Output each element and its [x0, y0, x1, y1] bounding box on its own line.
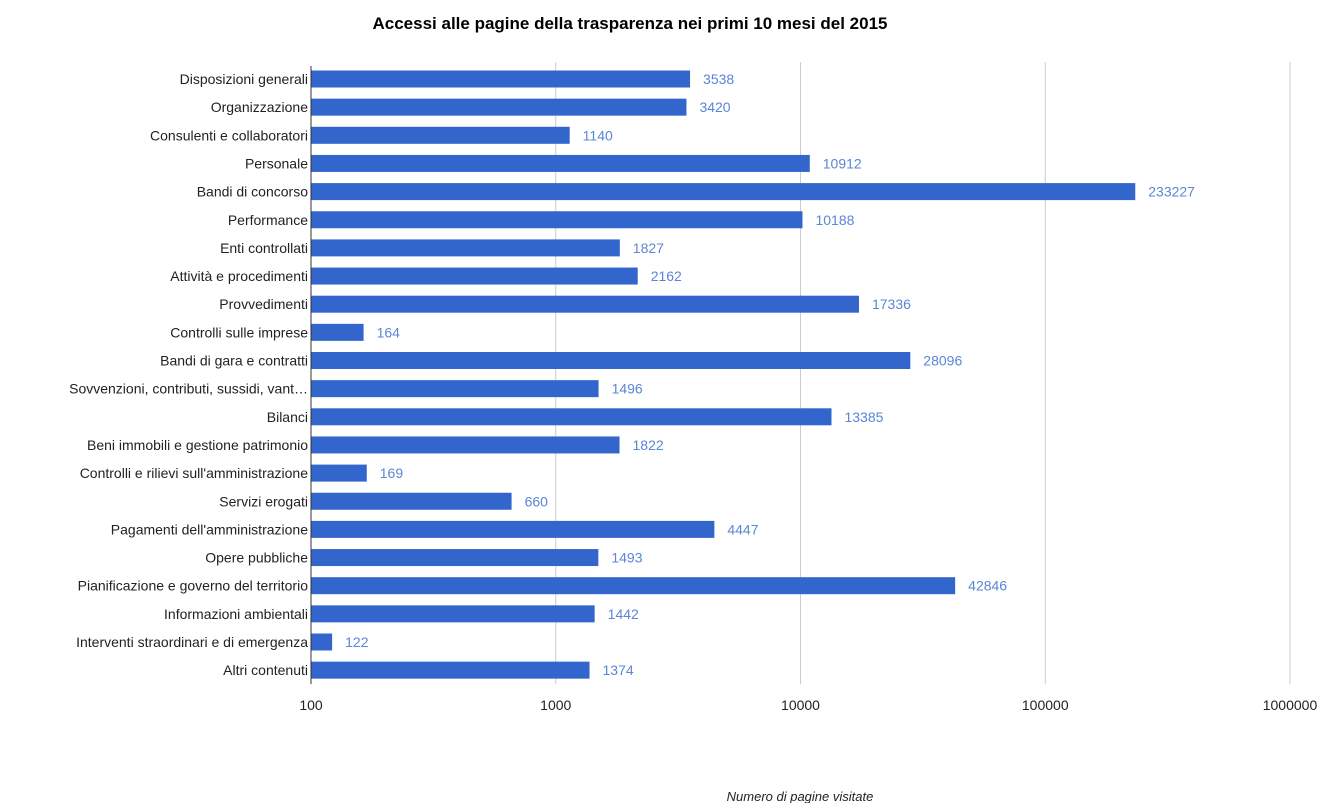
bar [311, 98, 687, 116]
category-label: Controlli sulle imprese [170, 324, 308, 340]
category-label: Pagamenti dell'amministrazione [111, 521, 308, 537]
value-label: 164 [377, 324, 401, 340]
category-label: Altri contenuti [223, 662, 308, 678]
value-label: 1140 [583, 127, 613, 143]
bar [311, 464, 367, 482]
value-label: 660 [525, 493, 549, 509]
category-label: Provvedimenti [219, 296, 308, 312]
x-tick-label: 100000 [1022, 697, 1069, 713]
value-label: 3538 [703, 71, 734, 87]
category-label: Enti controllati [220, 240, 308, 256]
value-label: 10188 [815, 212, 854, 228]
bar [311, 661, 590, 679]
category-label: Servizi erogati [219, 493, 308, 509]
bar [311, 380, 599, 398]
bar [311, 126, 570, 144]
bar [311, 267, 638, 285]
value-label: 2162 [651, 268, 682, 284]
bar [311, 605, 595, 623]
value-label: 1822 [633, 437, 664, 453]
category-label: Sovvenzioni, contributi, sussidi, vant… [69, 381, 308, 397]
bar [311, 239, 620, 257]
x-axis-ticks: 100 1000 10000 100000 1000000 [299, 697, 1317, 713]
value-label: 169 [380, 465, 404, 481]
bar [311, 295, 859, 313]
bar [311, 183, 1136, 201]
bar [311, 154, 810, 172]
category-label: Consulenti e collaboratori [150, 127, 308, 143]
bars [311, 70, 1136, 679]
bar [311, 549, 599, 567]
value-label: 10912 [823, 155, 862, 171]
x-axis-title: Numero di pagine visitate [727, 789, 874, 803]
value-label: 3420 [699, 99, 730, 115]
value-label: 28096 [923, 353, 962, 369]
value-label: 42846 [968, 578, 1007, 594]
value-label: 1496 [612, 381, 643, 397]
category-label: Performance [228, 212, 308, 228]
value-label: 233227 [1148, 184, 1195, 200]
value-labels: 3538 3420 1140 10912 233227 10188 1827 2162 1733… [345, 71, 1195, 678]
category-label: Informazioni ambientali [164, 606, 308, 622]
bar [311, 436, 620, 454]
category-label: Bandi di gara e contratti [160, 353, 308, 369]
value-label: 122 [345, 634, 369, 650]
category-label: Opere pubbliche [205, 550, 308, 566]
value-label: 1493 [611, 550, 642, 566]
bar [311, 577, 956, 595]
bar [311, 211, 803, 229]
category-label: Controlli e rilievi sull'amministrazione [80, 465, 309, 481]
category-label: Organizzazione [211, 99, 308, 115]
category-label: Interventi straordinari e di emergenza [76, 634, 308, 650]
category-labels: Disposizioni generali Organizzazione Consu… [69, 71, 308, 678]
x-tick-label: 100 [299, 697, 323, 713]
value-label: 4447 [727, 521, 758, 537]
chart-title: Accessi alle pagine della trasparenza ne… [373, 14, 888, 33]
category-label: Attività e procedimenti [170, 268, 308, 284]
value-label: 17336 [872, 296, 911, 312]
bar [311, 408, 832, 426]
bar [311, 520, 715, 538]
value-label: 1374 [603, 662, 634, 678]
bar [311, 323, 364, 341]
x-tick-label: 1000000 [1263, 697, 1318, 713]
x-tick-label: 1000 [540, 697, 571, 713]
category-label: Beni immobili e gestione patrimonio [87, 437, 308, 453]
category-label: Bilanci [267, 409, 308, 425]
bar [311, 633, 333, 651]
value-label: 13385 [844, 409, 883, 425]
bar [311, 352, 911, 369]
category-label: Pianificazione e governo del territorio [78, 578, 309, 594]
category-label: Disposizioni generali [180, 71, 308, 87]
bar [311, 70, 691, 88]
value-label: 1442 [608, 606, 639, 622]
category-label: Personale [245, 155, 308, 171]
bar [311, 492, 512, 510]
category-label: Bandi di concorso [197, 184, 309, 200]
x-tick-label: 10000 [781, 697, 820, 713]
value-label: 1827 [633, 240, 664, 256]
